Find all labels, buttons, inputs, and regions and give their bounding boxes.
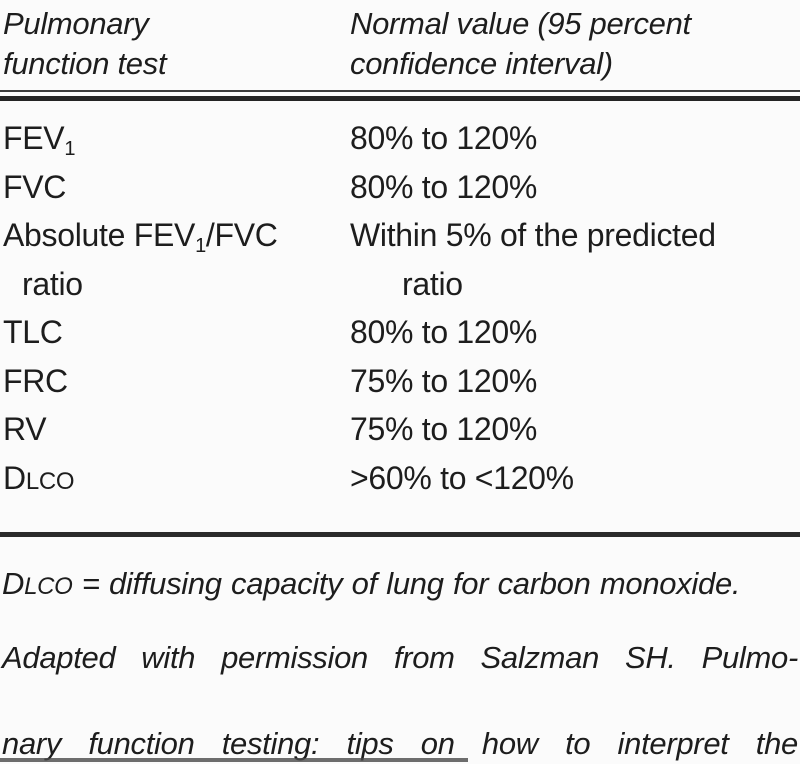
header-divider xyxy=(0,90,800,101)
abbr-smallcaps: LCO xyxy=(24,573,73,600)
normal-value: >60% to <120% xyxy=(350,459,574,496)
table-row-fvc: FVC 80% to 120% xyxy=(0,163,800,212)
subscript: 1 xyxy=(64,138,76,160)
abbreviation-footnote: DLCO = diffusing capacity of lung for ca… xyxy=(0,563,800,608)
table-row-fev1-fvc-ratio-wrap: ratio ratio xyxy=(0,260,800,309)
header-divider-thick-line xyxy=(0,96,800,101)
normal-value: 80% to 120% xyxy=(350,168,538,205)
table-row-dlco: DLCO >60% to <120% xyxy=(0,454,800,507)
footnote-divider xyxy=(0,532,800,537)
table-row-rv: RV 75% to 120% xyxy=(0,405,800,454)
test-name: DLCO xyxy=(3,459,75,496)
test-name: RV xyxy=(3,411,47,447)
subscript: 1 xyxy=(195,235,206,257)
normal-value: 80% to 120% xyxy=(350,120,538,156)
header-test-line1: Pulmonary xyxy=(3,6,149,41)
table-body: FEV1 80% to 120% FVC 80% to 120% Absolut… xyxy=(0,101,800,506)
table-header-row: Pulmonary function test Normal value (95… xyxy=(0,0,800,84)
citation-line2: nary function testing: tips on how to in… xyxy=(2,726,798,761)
test-name: FVC xyxy=(3,168,67,205)
citation-footnote: Adapted with permission from Salzman SH.… xyxy=(0,636,800,764)
test-name: FRC xyxy=(3,362,68,399)
normal-value: 75% to 120% xyxy=(350,362,538,399)
test-name: FEV1 xyxy=(3,120,76,160)
abbr-definition: = diffusing capacity of lung for carbon … xyxy=(72,566,741,601)
table-row-tlc: TLC 80% to 120% xyxy=(0,308,800,357)
column-header-normal-value: Normal value (95 percent confidence inte… xyxy=(350,4,800,84)
abbr-letter: D xyxy=(2,566,25,601)
header-test-line2: function test xyxy=(3,46,167,81)
header-divider-thin-line xyxy=(0,90,800,92)
table-row-fev1: FEV1 80% to 120% xyxy=(0,114,800,163)
test-name: Absolute FEV1/FVC xyxy=(3,217,278,257)
test-name-wrap: ratio xyxy=(22,265,83,302)
column-header-test: Pulmonary function test xyxy=(0,4,350,84)
normal-value: Within 5% of the predicted xyxy=(350,217,716,253)
normal-value: 80% to 120% xyxy=(350,314,538,350)
test-name: TLC xyxy=(3,314,63,350)
header-value-line1: Normal value (95 percent xyxy=(350,6,691,41)
table-row-fev1-fvc-ratio: Absolute FEV1/FVC Within 5% of the predi… xyxy=(0,211,800,260)
smallcaps-abbr: LCO xyxy=(25,467,75,495)
normal-value-wrap: ratio xyxy=(402,265,463,302)
citation-line1: Adapted with permission from Salzman SH.… xyxy=(2,640,798,675)
table-row-frc: FRC 75% to 120% xyxy=(0,357,800,406)
normal-value: 75% to 120% xyxy=(350,411,538,447)
clipped-text-artifact xyxy=(0,758,468,762)
header-value-line2: confidence interval) xyxy=(350,46,613,81)
